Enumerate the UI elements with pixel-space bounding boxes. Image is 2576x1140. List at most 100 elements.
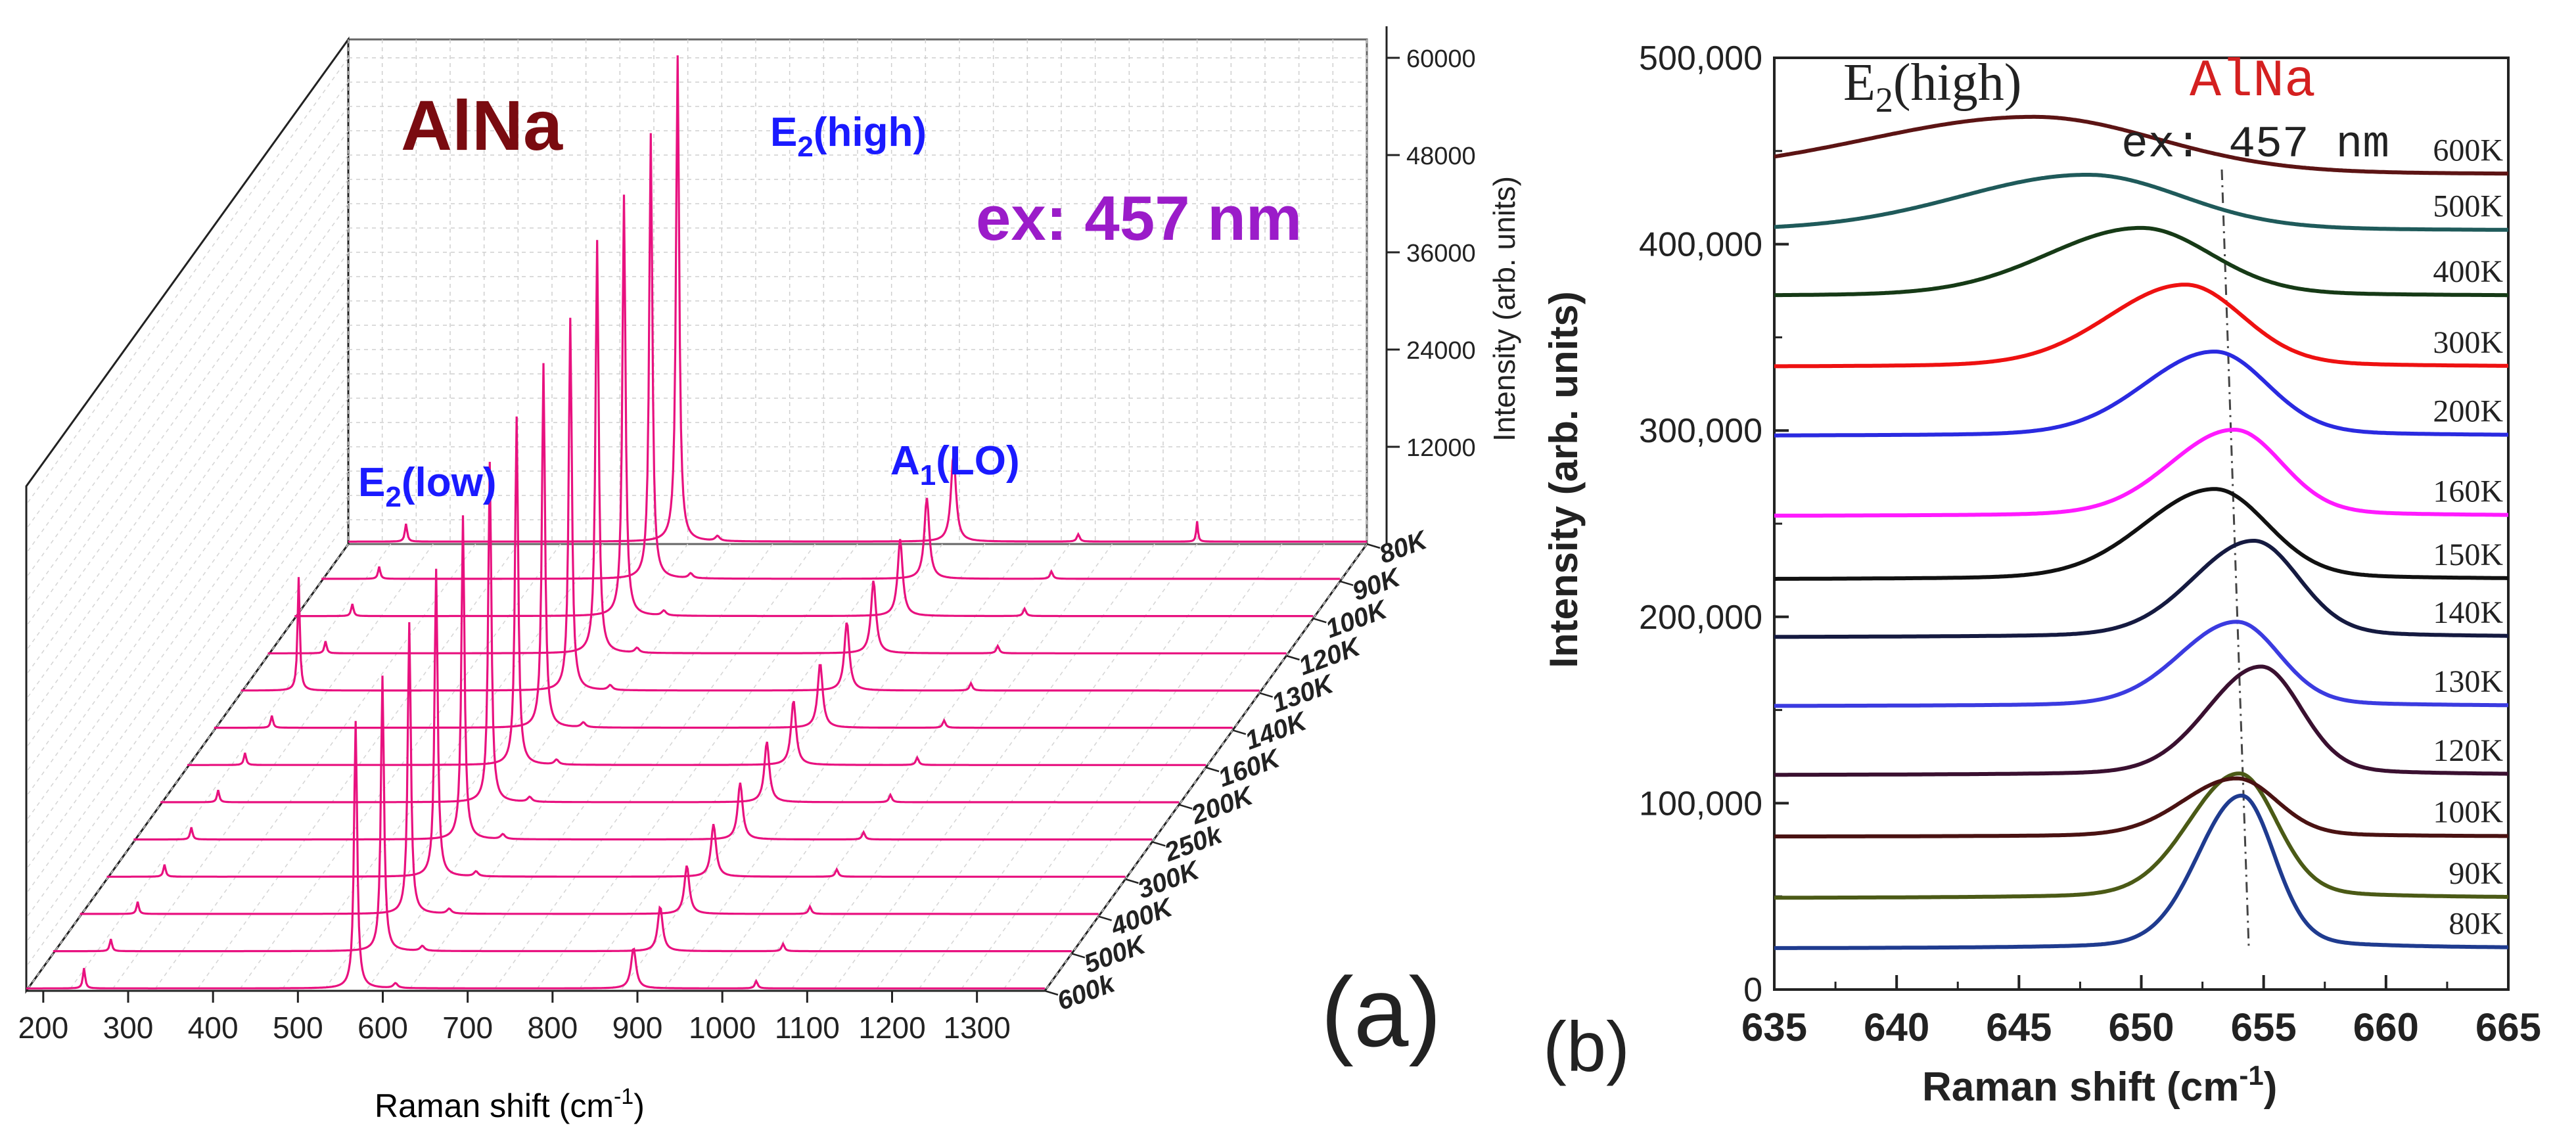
x-tick-label: 300	[103, 1011, 154, 1045]
side-gridline	[26, 398, 349, 846]
floor-gridline	[747, 543, 1070, 992]
annotation-e2-low: E2(low)	[358, 460, 496, 513]
side-gridline	[26, 227, 349, 675]
panel-b-title: AlNa	[2190, 52, 2316, 112]
y-tick-label: 100,000	[1639, 785, 1762, 823]
floor-gridline	[917, 543, 1240, 992]
side-gridline	[26, 130, 349, 578]
floor-gridline	[26, 543, 349, 992]
panel-b-x-axis-label: Raman shift (cm-1)	[1922, 1060, 2277, 1110]
curve-label-80K: 80K	[2449, 907, 2503, 942]
side-gridline	[26, 519, 349, 967]
x-tick-label: 645	[1986, 1005, 2052, 1049]
z-tick-label: 48000	[1406, 143, 1476, 170]
curve-label-160K: 160K	[2433, 474, 2503, 509]
side-gridline	[26, 446, 349, 894]
side-gridline	[26, 106, 349, 554]
x-tick-label: 400	[188, 1011, 239, 1045]
curve-80K	[1774, 793, 2509, 950]
z-tick-label: 24000	[1406, 337, 1476, 365]
side-gridline	[26, 373, 349, 821]
panel-a-label: (a)	[1321, 957, 1441, 1067]
panel-a-gridlines	[26, 39, 1368, 992]
panel-a-title: AlNa	[401, 85, 563, 165]
side-gridline	[26, 325, 349, 773]
x-tick-label: 640	[1864, 1005, 1929, 1049]
curve-130K	[1774, 620, 2509, 708]
panel-b-spectra	[1774, 114, 2509, 950]
spectrum-250k	[133, 515, 1153, 841]
side-gridline	[26, 300, 349, 748]
panel-b-peak-trend-line	[2220, 169, 2250, 947]
x-tick-label: 800	[527, 1011, 578, 1045]
y-tick-label: 400,000	[1639, 226, 1762, 264]
x-tick-label: 500	[273, 1011, 323, 1045]
curve-160K	[1774, 428, 2508, 518]
y-tick-label: 500,000	[1639, 39, 1762, 78]
row-tick	[1232, 729, 1247, 735]
panel-a-z-axis-label: Intensity (arb. units)	[1487, 176, 1521, 442]
z-tick-label: 60000	[1406, 45, 1476, 73]
panel-a-spectra	[26, 55, 1367, 990]
floor-gridline	[959, 543, 1283, 992]
spectrum-400K	[80, 622, 1099, 915]
floor-gridline	[832, 543, 1155, 992]
floor-gridline	[365, 543, 689, 992]
panel-a-z-tick-labels: 12000 24000 36000 48000 60000	[1406, 45, 1476, 462]
panel-b-excitation-label: ex: 457 nm	[2121, 120, 2389, 170]
row-tick	[1044, 990, 1059, 996]
side-gridline	[26, 495, 349, 943]
x-tick-label: 665	[2475, 1005, 2541, 1049]
x-tick-label: 600	[357, 1011, 408, 1045]
curve-100K	[1774, 776, 2508, 838]
floor-gridline	[1001, 543, 1325, 992]
row-tick	[1125, 878, 1139, 884]
side-gridline	[26, 349, 349, 797]
curve-140K	[1774, 539, 2508, 639]
curve-200K	[1774, 350, 2508, 438]
row-tick	[1205, 766, 1220, 773]
curve-label-500K: 500K	[2433, 189, 2503, 224]
curve-label-200K: 200K	[2433, 394, 2503, 429]
floor-gridline	[68, 543, 392, 992]
side-gridline	[26, 179, 349, 627]
panel-a-x-ticks: 200 300 400 500 600 700 800 900 1000 1100 1200 1300	[18, 991, 1011, 1045]
row-tick	[1151, 841, 1166, 847]
panel-b-y-axis-label: Intensity (arb. units)	[1542, 291, 1586, 668]
curve-label-150K: 150K	[2433, 537, 2503, 572]
curve-500K	[1774, 173, 2508, 232]
row-tick	[1178, 804, 1193, 809]
floor-gridline	[577, 543, 901, 992]
side-gridline	[26, 57, 349, 505]
curve-label-100K: 100K	[2433, 794, 2503, 829]
curve-600K	[1774, 114, 2509, 176]
x-tick-label: 655	[2231, 1005, 2297, 1049]
row-tick	[1259, 692, 1274, 698]
floor-gridline	[662, 543, 986, 992]
curve-400K	[1774, 225, 2508, 298]
x-tick-label: 1300	[943, 1011, 1010, 1045]
panel-a-excitation-label: ex: 457 nm	[976, 183, 1302, 254]
side-gridline	[26, 252, 349, 700]
panel-b-label: (b)	[1543, 1007, 1630, 1086]
panel-b-e2-high-title: E2(high)	[1843, 54, 2021, 120]
floor-gridline	[280, 543, 604, 992]
side-gridline	[26, 470, 349, 919]
curve-300K	[1774, 283, 2508, 369]
floor-gridline	[875, 543, 1198, 992]
panel-a-x-axis-label: Raman shift (cm-1)	[375, 1084, 645, 1124]
panel-b-temperature-labels: 80K 90K 100K 120K 130K 140K 150K 160K 200K 300K 40…	[2433, 133, 2503, 942]
floor-gridline	[492, 543, 816, 992]
panel-a-waterfall-chart: 200 300 400 500 600 700 800 900 1000 1100 1200 1300…	[18, 26, 1521, 1124]
z-tick-label: 12000	[1406, 434, 1476, 462]
floor-gridline	[620, 543, 943, 992]
curve-label-120K: 120K	[2433, 733, 2503, 768]
curve-label-130K: 130K	[2433, 664, 2503, 699]
x-tick-label: 900	[612, 1011, 663, 1045]
x-tick-label: 1200	[858, 1011, 925, 1045]
y-tick-label: 200,000	[1639, 599, 1762, 637]
curve-label-140K: 140K	[2433, 595, 2503, 630]
side-gridline	[26, 81, 349, 530]
floor-gridline	[195, 543, 518, 992]
